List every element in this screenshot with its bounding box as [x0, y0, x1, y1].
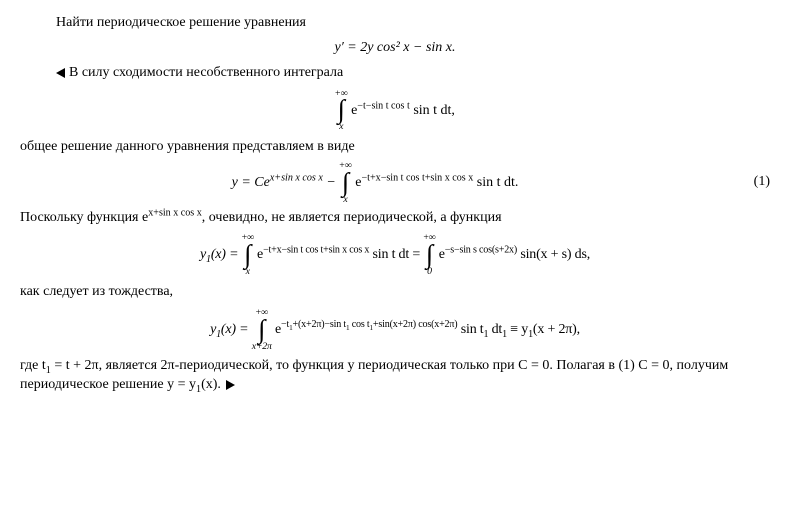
integral-icon: ∫	[423, 243, 435, 267]
int1-integrand: e−t−sin t cos t sin t dt,	[351, 103, 455, 118]
para-general-solution: общее решение данного уравнения представ…	[20, 138, 770, 157]
int3a-symbol: +∞ ∫ x	[242, 233, 254, 277]
intro-line: Найти периодическое решение уравнения	[20, 14, 770, 33]
int4-symbol: +∞ ∫ x+2π	[252, 308, 272, 352]
equation-ode: y′ = 2y cos² x − sin x.	[20, 39, 770, 58]
equation-y1: y1(x) = +∞ ∫ x e−t+x−sin t cos t+sin x c…	[20, 233, 770, 277]
int4-lower: x+2π	[252, 342, 272, 352]
integral-icon: ∫	[252, 318, 272, 342]
para-identity: как следует из тождества,	[20, 283, 770, 302]
int3b-integrand: e−s−sin s cos(s+2x) sin(x + s) ds,	[439, 247, 590, 262]
integral-1: +∞ ∫ x e−t−sin t cos t sin t dt,	[20, 89, 770, 133]
int3a-integrand: e−t+x−sin t cos t+sin x cos x sin t dt =	[257, 247, 423, 262]
p6-text: где t1 = t + 2π, является 2π-периодическ…	[20, 358, 728, 392]
para-conclusion: где t1 = t + 2π, является 2π-периодическ…	[20, 357, 770, 395]
eq2-number: (1)	[730, 173, 770, 192]
int2-symbol: +∞ ∫ x	[339, 161, 352, 205]
p4b: , очевидно, не является периодической, а…	[202, 210, 502, 225]
int1-symbol: +∞ ∫ x	[335, 89, 348, 133]
eq2-lhs: y = Cex+sin x cos x −	[232, 175, 340, 190]
p4a: Поскольку функция e	[20, 210, 148, 225]
triangle-left-icon	[56, 68, 65, 78]
p4sup: x+sin x cos x	[148, 207, 202, 218]
eq4-lhs: y1(x) =	[210, 322, 252, 337]
equation-identity: y1(x) = +∞ ∫ x+2π e−t1+(x+2π)−sin t1 cos…	[20, 308, 770, 352]
para-since-function: Поскольку функция ex+sin x cos x, очевид…	[20, 209, 770, 228]
int4-integrand: e−t1+(x+2π)−sin t1 cos t1+sin(x+2π) cos(…	[275, 322, 580, 337]
triangle-right-icon	[226, 380, 235, 390]
integral-icon: ∫	[242, 243, 254, 267]
para-convergence-text: В силу сходимости несобственного интегра…	[69, 65, 343, 80]
integral-icon: ∫	[335, 98, 348, 122]
eq3-lhs: y1(x) =	[200, 247, 242, 262]
int2-integrand: e−t+x−sin t cos t+sin x cos x sin t dt.	[355, 175, 518, 190]
int3b-symbol: +∞ ∫ 0	[423, 233, 435, 277]
equation-general: y = Cex+sin x cos x − +∞ ∫ x e−t+x−sin t…	[20, 161, 770, 205]
integral-icon: ∫	[339, 171, 352, 195]
para-convergence: В силу сходимости несобственного интегра…	[20, 64, 770, 83]
eq-ode-text: y′ = 2y cos² x − sin x.	[334, 40, 455, 55]
int1-lower: x	[335, 122, 348, 132]
